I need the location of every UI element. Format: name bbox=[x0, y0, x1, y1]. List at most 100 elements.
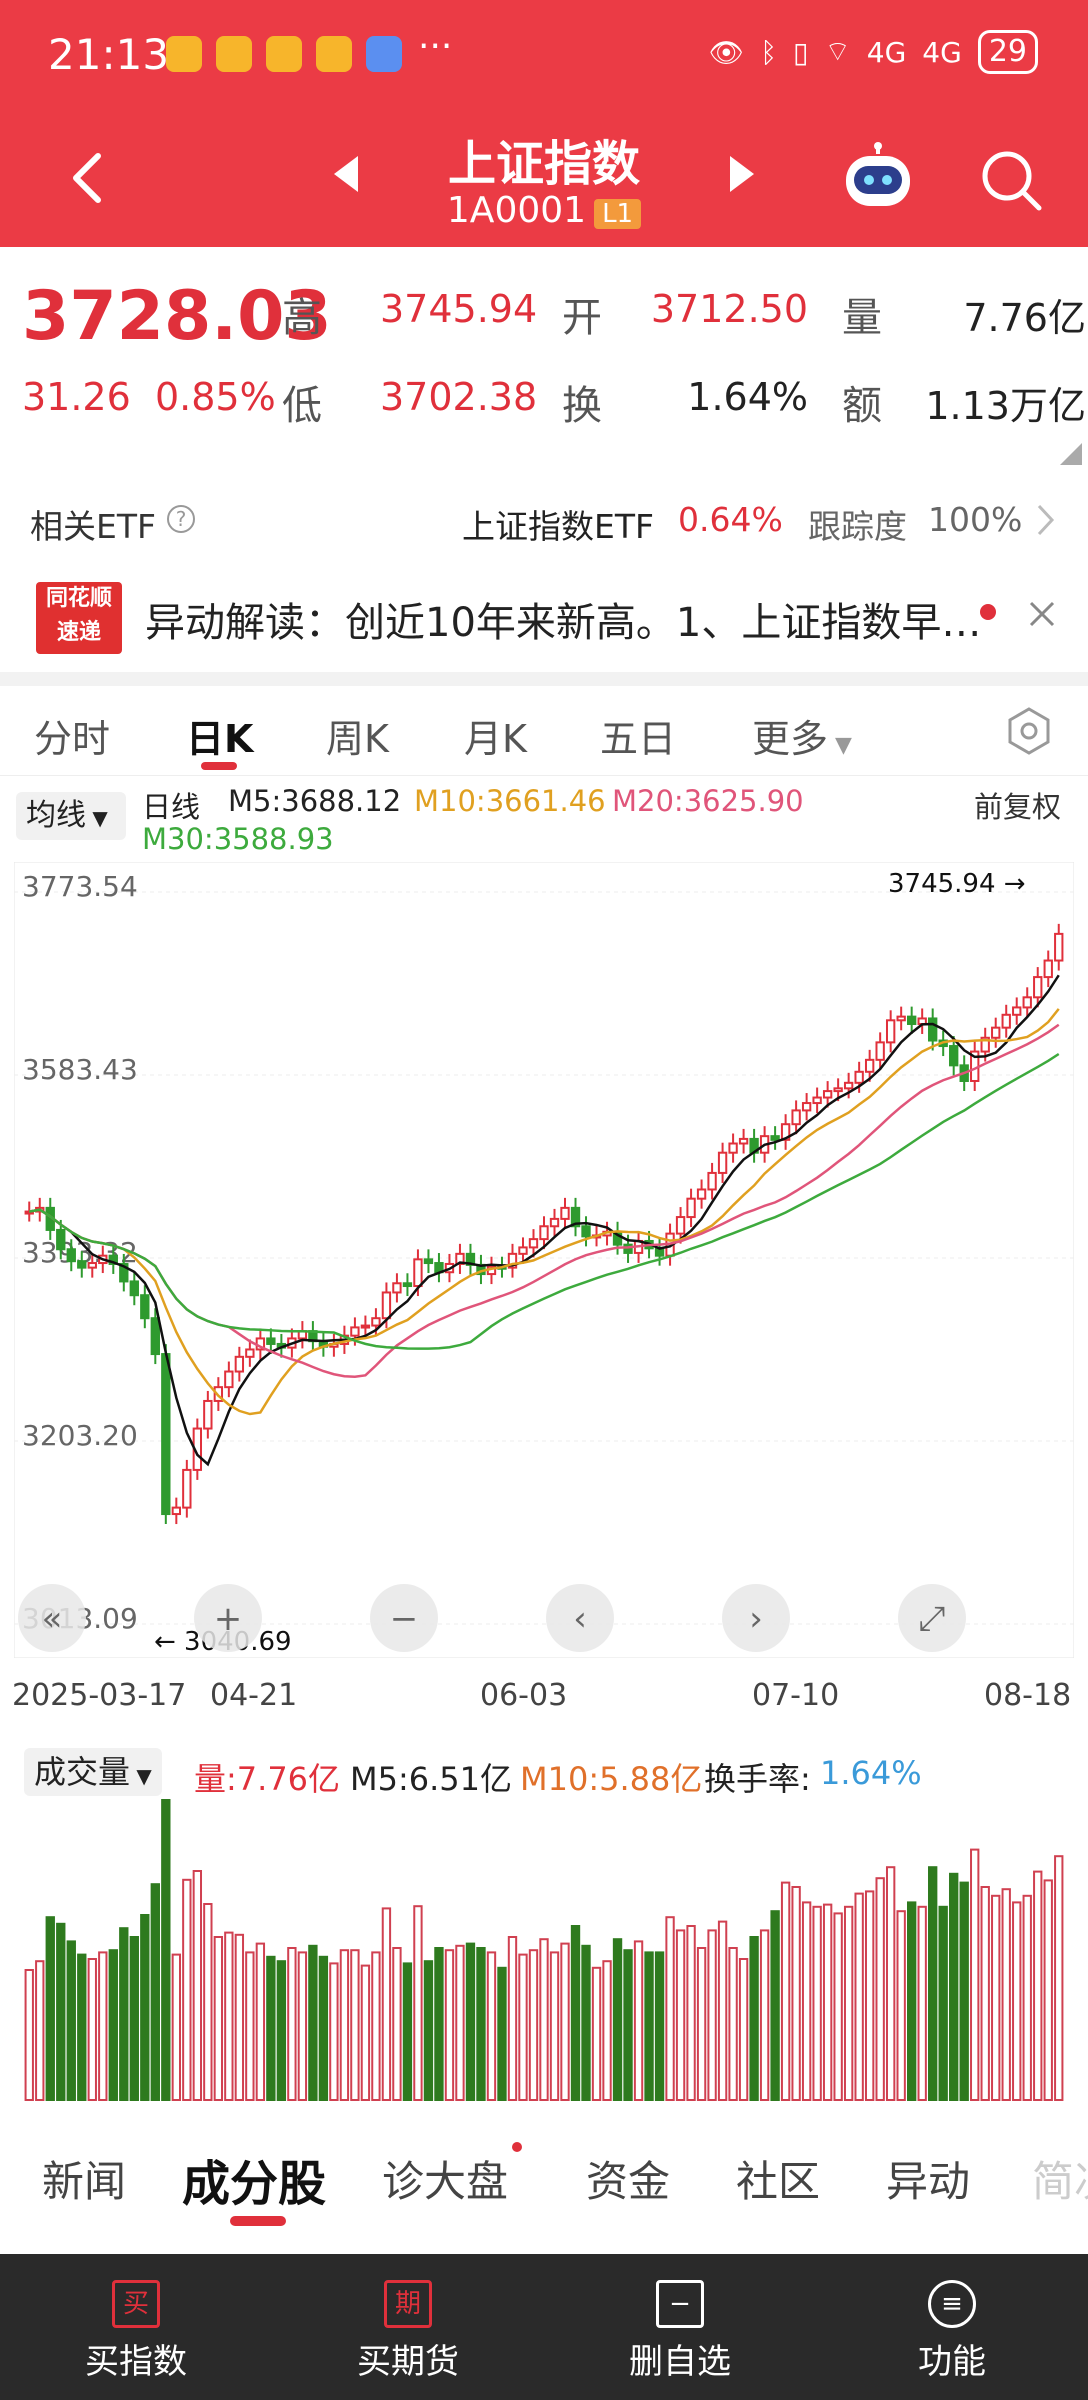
next-stock-icon[interactable] bbox=[730, 156, 754, 192]
candle-body bbox=[1022, 996, 1032, 1009]
ma-selector[interactable]: 均线 ▼ bbox=[16, 792, 126, 840]
open-value: 3712.50 bbox=[650, 287, 808, 331]
volume-bar bbox=[392, 1947, 402, 2101]
buy-futures-button[interactable]: 期买期货 bbox=[272, 2254, 544, 2400]
back-arrow-icon[interactable] bbox=[60, 148, 120, 208]
tab-capital[interactable]: 资金 bbox=[586, 2157, 671, 2206]
ma10-line bbox=[29, 1008, 1060, 1416]
candle-body bbox=[822, 1090, 833, 1099]
tab-more-label: 更多 bbox=[752, 717, 829, 761]
volume-bar bbox=[318, 1955, 329, 2101]
candle-body bbox=[245, 1348, 255, 1358]
news-banner[interactable]: 同花顺 速递 异动解读：创近10年来新高。1、上证指数早… bbox=[0, 560, 1088, 670]
candle-body bbox=[1043, 959, 1053, 979]
minus-icon: − bbox=[656, 2280, 704, 2328]
volume-bar bbox=[245, 1951, 255, 2101]
chevron-right-icon[interactable] bbox=[1034, 502, 1058, 538]
status-app-icons bbox=[166, 36, 402, 72]
price-change: 31.26 0.85% bbox=[22, 375, 276, 419]
volume-bar bbox=[329, 1962, 339, 2101]
candle-body bbox=[581, 1225, 591, 1238]
stock-code-text: 1A0001 bbox=[446, 190, 587, 231]
tab-weekly-k[interactable]: 周K bbox=[326, 717, 389, 761]
tab-movement[interactable]: 异动 bbox=[886, 2157, 971, 2206]
chart-tool-icon: ‹ bbox=[573, 1599, 587, 1639]
volume-bar bbox=[98, 1951, 108, 2101]
weibo-icon bbox=[166, 36, 202, 72]
tab-constituents[interactable]: 成分股 bbox=[182, 2156, 327, 2212]
related-etf-row[interactable]: 相关ETF ? 上证指数ETF 0.64% 跟踪度 100% bbox=[0, 480, 1088, 560]
turnover-rate-label: 换手率: bbox=[704, 1760, 811, 1798]
volume-bar bbox=[949, 1872, 959, 2101]
kline-chart-svg: 3773.543583.433393.323203.203013.093745.… bbox=[13, 861, 1075, 1659]
status-indicators: 👁 ᛒ ▯ ⌔ 4G 4G 29 bbox=[709, 30, 1038, 74]
volume-bar bbox=[707, 1929, 717, 2101]
turnover-rate-value: 1.64% bbox=[820, 1754, 922, 1792]
tab-monthly-k[interactable]: 月K bbox=[464, 717, 527, 761]
volume-bar bbox=[696, 1947, 707, 2101]
volume-bar bbox=[255, 1942, 266, 2101]
candle-body bbox=[518, 1246, 528, 1255]
candle-body bbox=[770, 1135, 780, 1141]
tab-more[interactable]: 更多 ▼ bbox=[752, 708, 852, 763]
volume-bar bbox=[717, 1920, 728, 2101]
volume-bar bbox=[539, 1938, 549, 2101]
volume-bar bbox=[675, 1929, 686, 2101]
help-icon[interactable]: ? bbox=[166, 504, 196, 534]
settings-icon[interactable] bbox=[1004, 706, 1054, 756]
weibo-icon bbox=[216, 36, 252, 72]
volume-bar bbox=[833, 1912, 843, 2102]
expand-corner-icon[interactable] bbox=[1060, 443, 1082, 465]
ma30-value: M30:3588.93 bbox=[142, 822, 334, 856]
buy-index-button[interactable]: 买买指数 bbox=[0, 2254, 272, 2400]
tab-intraday[interactable]: 分时 bbox=[34, 717, 111, 761]
remove-watchlist-button[interactable]: − 删自选 bbox=[544, 2254, 816, 2400]
volume-label: 量 bbox=[842, 295, 882, 341]
buy-icon: 买 bbox=[112, 2280, 160, 2328]
tab-diagnosis[interactable]: 诊大盘 bbox=[382, 2157, 509, 2206]
close-icon[interactable] bbox=[1028, 600, 1056, 628]
volume-value: 量:7.76亿 bbox=[194, 1760, 341, 1798]
tonghuashun-logo: 同花顺 速递 bbox=[36, 582, 122, 654]
volume-bar bbox=[56, 1922, 66, 2101]
amount-value: 1.13万亿 bbox=[925, 384, 1086, 428]
x-tick-label: 06-03 bbox=[480, 1678, 568, 1713]
volume-bar bbox=[528, 1949, 539, 2101]
caret-down-icon: ▼ bbox=[86, 806, 108, 830]
chart-tool-icon: › bbox=[749, 1599, 763, 1639]
search-icon[interactable] bbox=[975, 144, 1045, 214]
amount-label: 额 bbox=[842, 383, 882, 429]
volume-bar bbox=[486, 1951, 497, 2101]
candle-body bbox=[875, 1041, 885, 1061]
candle-body bbox=[864, 1058, 875, 1073]
etf-name: 上证指数ETF bbox=[462, 507, 654, 546]
volume-chart[interactable] bbox=[14, 1795, 1074, 2105]
tab-daily-k[interactable]: 日K bbox=[186, 717, 254, 761]
functions-button[interactable]: ≡ 功能 bbox=[816, 2254, 1088, 2400]
volume-bar bbox=[854, 1892, 864, 2101]
previous-stock-icon[interactable] bbox=[334, 156, 358, 192]
candle-body bbox=[1001, 1013, 1011, 1029]
x-axis-labels: 2025-03-17 04-21 06-03 07-10 08-18 bbox=[0, 1678, 1088, 1718]
volume-indicator-selector[interactable]: 成交量 ▼ bbox=[24, 1748, 162, 1796]
tab-community[interactable]: 社区 bbox=[736, 2157, 821, 2206]
active-tab-indicator bbox=[230, 2216, 286, 2226]
price-adjust-toggle[interactable]: 前复权 bbox=[974, 790, 1062, 824]
candle-body bbox=[738, 1137, 749, 1145]
volume-bar bbox=[413, 1905, 423, 2101]
bottom-action-bar: 买买指数 期买期货 − 删自选 ≡ 功能 bbox=[0, 2254, 1088, 2400]
candle-body bbox=[539, 1225, 549, 1241]
tab-five-day[interactable]: 五日 bbox=[600, 717, 677, 761]
ma-legend: 均线 ▼ 日线 M5:3688.12 M10:3661.46 M20:3625.… bbox=[0, 776, 1088, 866]
y-tick-label: 3583.43 bbox=[22, 1053, 138, 1086]
volume-bar bbox=[465, 1942, 476, 2101]
tab-profile[interactable]: 简况 bbox=[1032, 2157, 1088, 2206]
candle-body bbox=[182, 1468, 192, 1509]
kline-chart[interactable]: 3773.543583.433393.323203.203013.093745.… bbox=[13, 861, 1075, 1659]
high-label: 高 bbox=[282, 295, 322, 341]
active-tab-indicator bbox=[201, 762, 237, 770]
volume-bar bbox=[812, 1905, 822, 2101]
robot-assistant-icon[interactable] bbox=[840, 142, 916, 212]
x-tick-label: 07-10 bbox=[752, 1678, 840, 1713]
tab-news[interactable]: 新闻 bbox=[42, 2157, 127, 2206]
